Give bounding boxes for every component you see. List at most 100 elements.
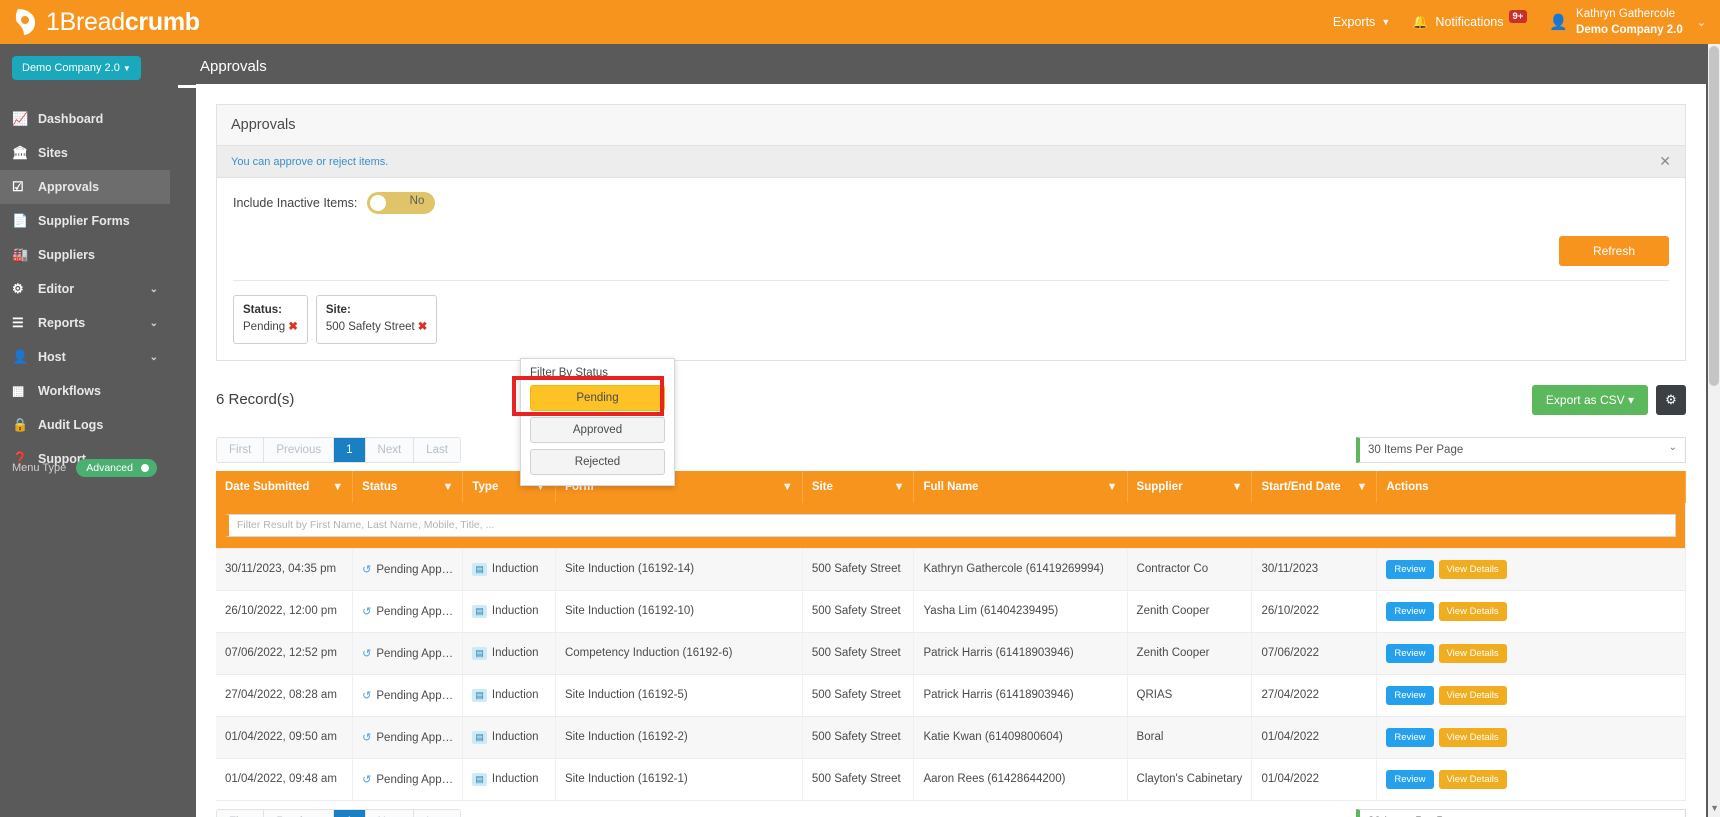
review-button[interactable]: Review — [1386, 727, 1434, 747]
user-gear-icon: 👤 — [12, 349, 29, 364]
table-row[interactable]: 26/10/2022, 12:00 pm ↺ Pending Approval ▤… — [216, 590, 1686, 633]
review-button[interactable]: Review — [1386, 685, 1434, 705]
review-button[interactable]: Review — [1386, 643, 1434, 663]
column-header-supplier[interactable]: Supplier ▼ — [1127, 470, 1253, 503]
view-details-button[interactable]: View Details — [1438, 685, 1507, 705]
chevron-down-icon: ⌄ — [149, 283, 158, 295]
page-last-button[interactable]: Last — [414, 437, 460, 462]
exports-menu[interactable]: Exports ▼ — [1333, 15, 1390, 29]
pagination-bottom: First Previous 1 Next Last 30 Items Per … — [216, 801, 1686, 817]
funnel-icon[interactable]: ▼ — [442, 480, 454, 493]
page-previous-button[interactable]: Previous — [264, 437, 335, 462]
column-header-full-name[interactable]: Full Name ▼ — [913, 470, 1128, 503]
column-header-form[interactable]: Form ▼ — [555, 470, 803, 503]
page-next-button[interactable]: Next — [365, 437, 415, 462]
view-details-button[interactable]: View Details — [1438, 601, 1507, 621]
export-as-csv-button[interactable]: Export as CSV ▾ — [1531, 384, 1648, 415]
funnel-icon[interactable]: ▼ — [893, 480, 905, 493]
cell-status: ↺ Pending Approval — [352, 590, 464, 633]
status-text: Pending Approval — [376, 773, 463, 786]
remove-x-icon[interactable]: ✖ — [417, 321, 428, 334]
filter-chip-status[interactable]: Status: Pending ✖ — [233, 295, 308, 344]
page-scrollbar-thumb[interactable] — [1709, 46, 1719, 386]
table-row[interactable]: 27/04/2022, 08:28 am ↺ Pending Approval ▤… — [216, 674, 1686, 717]
table-row[interactable]: 01/04/2022, 09:48 am ↺ Pending Approval ▤… — [216, 758, 1686, 801]
records-toolbar: 6 Record(s) Export as CSV ▾ ⚙ — [216, 384, 1686, 415]
column-header-status[interactable]: Status ▼ — [352, 470, 464, 503]
review-button[interactable]: Review — [1386, 559, 1434, 579]
sidebar-item-audit-logs[interactable]: 🔒 Audit Logs — [0, 408, 170, 442]
page-first-button[interactable]: First — [217, 809, 265, 817]
sidebar-item-reports[interactable]: ☰ Reports ⌄ — [0, 306, 170, 340]
page-first-button[interactable]: First — [217, 437, 265, 462]
company-switcher-button[interactable]: Demo Company 2.0 ▼ — [12, 56, 141, 80]
sidebar-item-support[interactable]: ❓ Support — [0, 442, 170, 476]
page-previous-button[interactable]: Previous — [264, 809, 335, 817]
funnel-icon[interactable]: ▼ — [332, 480, 344, 493]
page-number-1[interactable]: 1 — [334, 809, 366, 817]
header-label: Actions — [1386, 480, 1429, 493]
filter-option-approved[interactable]: Approved — [530, 417, 665, 443]
sidebar-item-supplier-forms[interactable]: 📄 Supplier Forms — [0, 204, 170, 238]
funnel-icon[interactable]: ▼ — [781, 480, 793, 493]
column-header-site[interactable]: Site ▼ — [802, 470, 915, 503]
menu-type-toggle[interactable]: Advanced — [76, 459, 157, 477]
table-row[interactable]: 30/11/2023, 04:35 pm ↺ Pending Approval ▤… — [216, 548, 1686, 591]
grid-settings-button[interactable]: ⚙ — [1656, 384, 1686, 415]
refresh-button[interactable]: Refresh — [1558, 236, 1669, 266]
sidebar-item-host[interactable]: 👤 Host ⌄ — [0, 340, 170, 374]
sidebar-item-approvals[interactable]: ☑ Approvals — [0, 170, 170, 204]
page-next-button[interactable]: Next — [365, 809, 415, 817]
tab-approvals[interactable]: Approvals — [178, 50, 289, 88]
user-menu[interactable]: 👤 Kathryn Gathercole Demo Company 2.0 ⌄ — [1549, 6, 1706, 37]
items-per-page-select[interactable]: 30 Items Per Page — [1356, 808, 1686, 817]
notifications-button[interactable]: 🔔 Notifications 9+ — [1412, 9, 1528, 30]
column-header-date-submitted[interactable]: Date Submitted ▼ — [216, 470, 354, 503]
sidebar-item-dashboard[interactable]: 📈 Dashboard — [0, 102, 170, 136]
table-row[interactable]: 07/06/2022, 12:52 pm ↺ Pending Approval ▤… — [216, 632, 1686, 675]
items-per-page-select[interactable]: 30 Items Per Page — [1356, 436, 1686, 463]
cell-full-name: Katie Kwan (61409800604) — [913, 716, 1128, 759]
cell-actions: Review View Details — [1376, 758, 1686, 801]
brand-logo[interactable]: 1Breadcrumb — [14, 7, 200, 37]
remove-x-icon[interactable]: ✖ — [288, 321, 298, 334]
tab-strip: Approvals — [170, 44, 1720, 88]
include-inactive-toggle[interactable]: No — [367, 192, 436, 214]
filter-chip-site[interactable]: Site: 500 Safety Street ✖ — [315, 295, 438, 344]
filter-option-pending[interactable]: Pending — [530, 385, 665, 411]
page-last-button[interactable]: Last — [414, 809, 460, 817]
review-button[interactable]: Review — [1386, 601, 1434, 621]
cell-form: Site Induction (16192-5) — [555, 674, 803, 717]
close-icon[interactable]: ✕ — [1659, 153, 1671, 169]
sidebar-item-sites[interactable]: 🏛 Sites — [0, 136, 170, 170]
top-header-bar: 1Breadcrumb Exports ▼ 🔔 Notifications 9+… — [0, 0, 1720, 44]
header-label: Start/End Date — [1261, 480, 1341, 493]
sidebar-item-workflows[interactable]: ▦ Workflows — [0, 374, 170, 408]
cell-status: ↺ Pending Approval — [352, 758, 464, 801]
search-input[interactable] — [225, 513, 1676, 537]
view-details-button[interactable]: View Details — [1438, 559, 1507, 579]
funnel-icon[interactable]: ▼ — [1356, 480, 1368, 493]
filter-option-rejected[interactable]: Rejected — [530, 449, 665, 475]
view-details-button[interactable]: View Details — [1438, 769, 1507, 789]
induction-badge-icon: ▤ — [472, 688, 487, 702]
lock-icon: 🔒 — [12, 417, 29, 432]
view-details-button[interactable]: View Details — [1438, 727, 1507, 747]
list-icon: ☰ — [12, 315, 24, 330]
notifications-label: Notifications — [1435, 15, 1504, 29]
question-icon: ❓ — [12, 451, 29, 466]
funnel-icon[interactable]: ▼ — [1106, 480, 1118, 493]
sidebar-item-label: Approvals — [38, 180, 100, 194]
sidebar-item-suppliers[interactable]: 🏭 Suppliers — [0, 238, 170, 272]
column-header-type[interactable]: Type ▼ — [462, 470, 556, 503]
funnel-icon[interactable]: ▼ — [535, 480, 546, 493]
view-details-button[interactable]: View Details — [1438, 643, 1507, 663]
scroll-down-arrow-icon[interactable]: ▼ — [1710, 803, 1719, 813]
sidebar-item-editor[interactable]: ⚙ Editor ⌄ — [0, 272, 170, 306]
column-header-start-end-date[interactable]: Start/End Date ▼ — [1251, 470, 1378, 503]
items-per-page-wrap: 30 Items Per Page ⌄ — [1356, 808, 1686, 817]
table-row[interactable]: 01/04/2022, 09:50 am ↺ Pending Approval ▤… — [216, 716, 1686, 759]
page-number-1[interactable]: 1 — [334, 437, 366, 462]
funnel-icon[interactable]: ▼ — [1231, 480, 1243, 493]
review-button[interactable]: Review — [1386, 769, 1434, 789]
